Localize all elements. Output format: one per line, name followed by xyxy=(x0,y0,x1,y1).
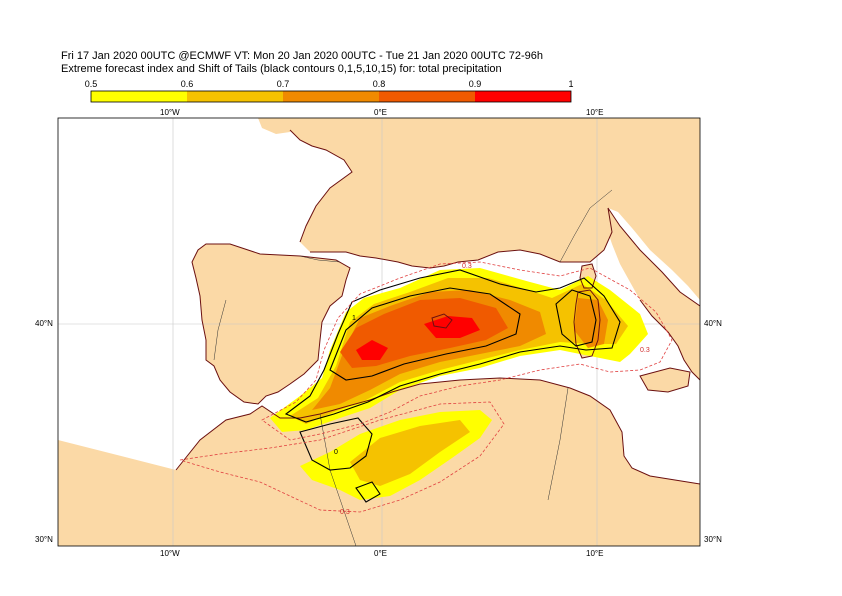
colorbar-swatch xyxy=(283,91,379,102)
country-borders xyxy=(213,189,613,546)
lon-label: 0°E xyxy=(374,108,387,117)
coast-iberia xyxy=(191,243,351,405)
colorbar-tick: 0.8 xyxy=(372,79,386,89)
title-line-2: Extreme forecast index and Shift of Tail… xyxy=(61,63,502,75)
colorbar-tick: 0.7 xyxy=(276,79,290,89)
contour-labels: 0.3 0.3 0.3 1 0 xyxy=(334,263,650,516)
sot-contour-0 xyxy=(284,269,621,423)
sot-contour-africa xyxy=(299,417,381,503)
lon-label: 10°E xyxy=(586,549,604,558)
lat-label: 30°N xyxy=(704,535,722,544)
land-europe-north xyxy=(290,118,700,300)
border-france-spain xyxy=(299,255,341,263)
colorbar-tick: 0.6 xyxy=(180,79,194,89)
land-britain xyxy=(258,118,300,134)
efi-area-09 xyxy=(356,340,388,360)
coast-italy xyxy=(639,299,700,381)
efi-area-06-africa xyxy=(350,420,470,486)
contour-label: 0.3 xyxy=(340,509,350,516)
dashed-contour-03-africa xyxy=(179,401,505,513)
lon-label: 10°W xyxy=(160,549,180,558)
land-italy xyxy=(606,208,700,380)
border-spain-portugal xyxy=(213,299,227,361)
lon-label: 0°E xyxy=(374,549,387,558)
coast-islands xyxy=(431,263,691,393)
border-france-italy xyxy=(559,189,613,263)
sot-contour-1 xyxy=(329,287,521,381)
lat-label: 40°N xyxy=(704,319,722,328)
colorbar-tick: 0.9 xyxy=(468,79,482,89)
colorbar xyxy=(90,90,572,103)
map-frame xyxy=(57,117,701,547)
lon-label: 10°E xyxy=(586,108,604,117)
sot-contours xyxy=(284,269,621,503)
colorbar-tick: 0.5 xyxy=(84,79,98,89)
title-line-1: Fri 17 Jan 2020 00UTC @ECMWF VT: Mon 20 … xyxy=(61,50,543,62)
lon-label: 10°W xyxy=(160,108,180,117)
lat-label: 30°N xyxy=(35,535,53,544)
contour-label: 1 xyxy=(352,315,356,322)
coast-europe xyxy=(289,129,700,307)
colorbar-swatch xyxy=(379,91,475,102)
colorbar-swatch xyxy=(187,91,283,102)
colorbar-swatch xyxy=(475,91,571,102)
coastlines xyxy=(175,129,700,485)
contour-label: 0 xyxy=(334,449,338,456)
coast-africa xyxy=(175,377,700,485)
efi-area-09-east xyxy=(424,316,480,338)
colorbar-swatch xyxy=(91,91,187,102)
land-sicily xyxy=(640,368,690,392)
contour-label: 0.3 xyxy=(462,263,472,270)
colorbar-tick: 1 xyxy=(568,79,574,89)
dashed-contour-03 xyxy=(261,261,673,441)
efi-dashed-contours xyxy=(179,261,673,513)
contour-label: 0.3 xyxy=(640,347,650,354)
border-algeria-tunisia xyxy=(547,387,569,501)
lat-label: 40°N xyxy=(35,319,53,328)
colorbar-frame xyxy=(90,90,572,103)
sot-contour-5 xyxy=(555,289,597,347)
